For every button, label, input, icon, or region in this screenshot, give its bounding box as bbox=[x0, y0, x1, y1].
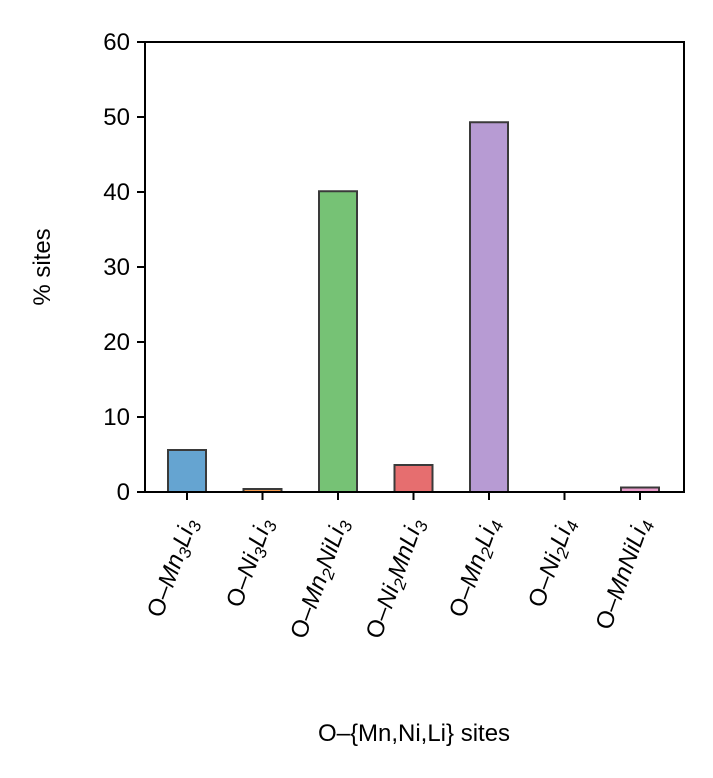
y-axis-title: % sites bbox=[29, 228, 56, 305]
y-tick-label: 20 bbox=[103, 329, 130, 356]
bar bbox=[167, 449, 207, 493]
y-tick-label: 10 bbox=[103, 404, 130, 431]
y-axis-ticks: 0 10 20 30 40 50 60 bbox=[103, 29, 145, 506]
x-tick-label: O–Mn2​NiLi3​ bbox=[285, 514, 356, 643]
x-axis-title: O–{Mn,Ni,Li} sites bbox=[318, 720, 510, 747]
x-tick-label: O–Mn3​Li3​ bbox=[142, 514, 206, 622]
plot-frame bbox=[144, 41, 685, 493]
x-tick-label: O–MnNiLi4​ bbox=[591, 515, 659, 634]
y-tick-label: 50 bbox=[103, 104, 130, 131]
y-tick-label: 40 bbox=[103, 179, 130, 206]
bar bbox=[469, 121, 509, 493]
y-tick-label: 60 bbox=[103, 29, 130, 56]
x-tick-label: O–Ni2​Li4​ bbox=[523, 515, 583, 612]
plot-area bbox=[145, 42, 684, 492]
x-axis-ticks: O–Mn3​Li3​O–Ni3​Li3​O–Mn2​NiLi3​O–Ni2​Mn… bbox=[142, 492, 659, 643]
x-tick-label: O–Ni3​Li3​ bbox=[221, 514, 281, 612]
x-tick-label: O–Mn2​Li4​ bbox=[444, 515, 507, 622]
y-tick-label: 0 bbox=[117, 479, 130, 506]
bar bbox=[393, 464, 434, 493]
x-tick-label: O–Ni2​MnLi3​ bbox=[361, 514, 432, 643]
y-tick-label: 30 bbox=[103, 254, 130, 281]
bar bbox=[318, 190, 358, 493]
